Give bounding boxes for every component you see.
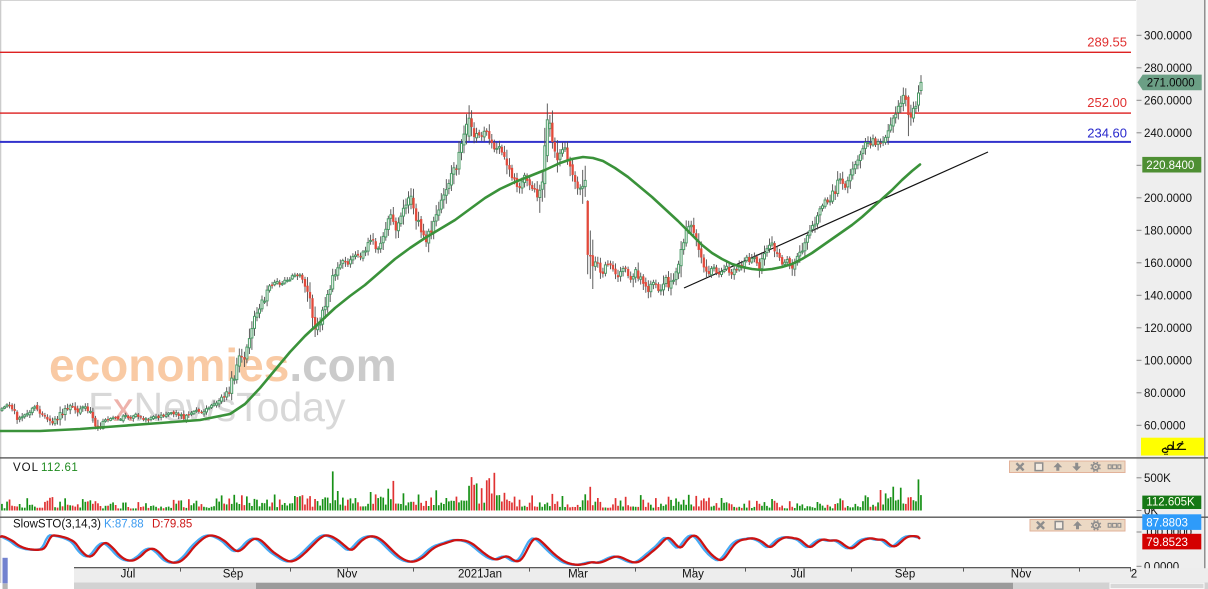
svg-text:252.00: 252.00 xyxy=(1087,95,1127,110)
svg-text:289.55: 289.55 xyxy=(1087,34,1127,49)
svg-text:2021Jan: 2021Jan xyxy=(458,569,502,581)
svg-text:200.0000: 200.0000 xyxy=(1144,193,1192,205)
svg-text:Jul: Jul xyxy=(121,569,136,581)
svg-text:180.0000: 180.0000 xyxy=(1144,225,1192,237)
svg-text:Sep: Sep xyxy=(895,569,915,581)
svg-text:120.0000: 120.0000 xyxy=(1144,323,1192,335)
svg-text:VOL: VOL xyxy=(13,462,39,474)
svg-text:87.8803: 87.8803 xyxy=(1146,517,1188,529)
svg-text:260.0000: 260.0000 xyxy=(1144,95,1192,107)
svg-text:240.0000: 240.0000 xyxy=(1144,128,1192,140)
svg-text:100.0000: 100.0000 xyxy=(1144,355,1192,367)
svg-text:K:87.88: K:87.88 xyxy=(104,519,144,531)
svg-text:Sep: Sep xyxy=(223,569,243,581)
svg-text:80.0000: 80.0000 xyxy=(1144,388,1186,400)
svg-text:234.60: 234.60 xyxy=(1087,126,1127,141)
svg-text:2: 2 xyxy=(1131,569,1137,581)
svg-text:economies.com: economies.com xyxy=(49,339,397,391)
svg-text:280.0000: 280.0000 xyxy=(1144,63,1192,75)
svg-text:300.0000: 300.0000 xyxy=(1144,30,1192,42)
svg-text:160.0000: 160.0000 xyxy=(1144,258,1192,270)
svg-text:79.8523: 79.8523 xyxy=(1146,537,1188,549)
svg-text:D:79.85: D:79.85 xyxy=(152,519,192,531)
svg-text:SlowSTO(3,14,3): SlowSTO(3,14,3) xyxy=(13,519,101,531)
svg-text:Jul: Jul xyxy=(791,569,806,581)
svg-text:500K: 500K xyxy=(1144,473,1171,485)
svg-text:Nov: Nov xyxy=(1011,569,1032,581)
svg-text:220.8400: 220.8400 xyxy=(1146,160,1194,172)
svg-text:112.61: 112.61 xyxy=(41,462,78,474)
svg-text:112.605K: 112.605K xyxy=(1146,496,1195,508)
svg-text:140.0000: 140.0000 xyxy=(1144,290,1192,302)
svg-text:May: May xyxy=(682,569,704,581)
svg-text:Mar: Mar xyxy=(568,569,588,581)
svg-text:60.0000: 60.0000 xyxy=(1144,420,1186,432)
svg-text:271.0000: 271.0000 xyxy=(1147,78,1195,90)
svg-text:Nov: Nov xyxy=(337,569,358,581)
